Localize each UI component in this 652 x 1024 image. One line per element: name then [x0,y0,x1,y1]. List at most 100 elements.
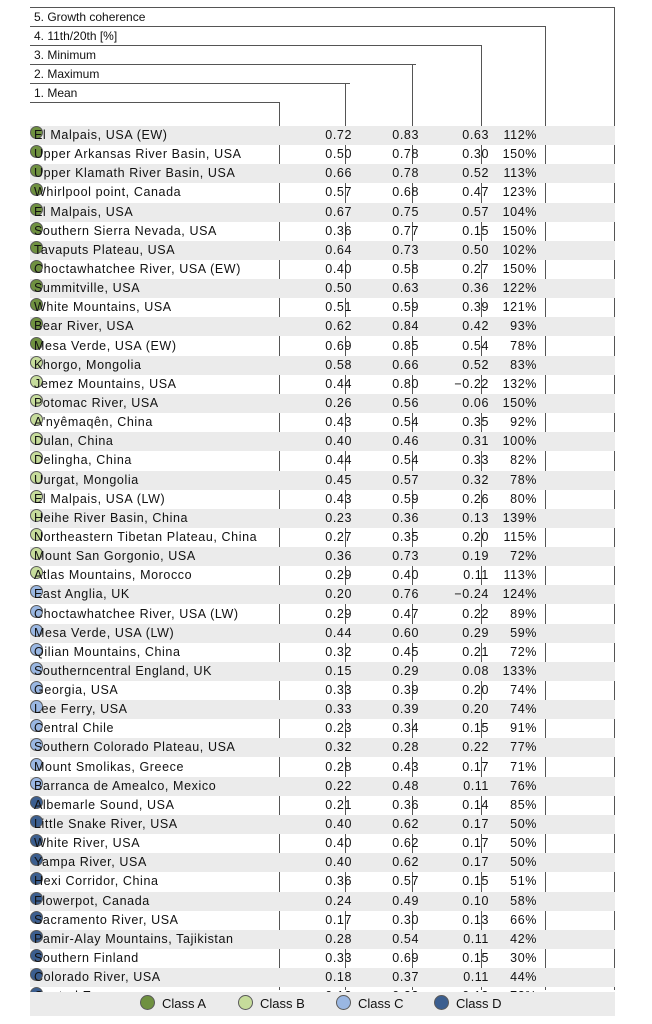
mean-value: 0.33 [325,951,352,966]
site-name: A'nyêmaqên, China [34,415,153,430]
mean-value: 0.69 [325,338,352,353]
mean-value: 0.44 [325,625,352,640]
class-dot-icon [30,393,43,407]
min-value: 0.15 [462,874,489,889]
min-value: 0.17 [462,759,489,774]
table-row: Flowerpot, Canada 0.24 0.49 0.10 58% [30,891,615,911]
mean-value: 0.64 [325,242,352,257]
header-label-4: 4. 11th/20th [%] [34,29,118,43]
max-value: 0.66 [392,357,419,372]
legend-dot-icon [336,995,351,1010]
percent-value: 122% [502,281,537,296]
column-line-percent-right [545,26,546,990]
table-row: Bear River, USA 0.62 0.84 0.42 93% [30,317,615,337]
class-dot-icon [30,910,43,924]
table-row: Choctawhatchee River, USA (LW) 0.29 0.47 0.… [30,604,615,624]
table-row: Mount Smolikas, Greece 0.28 0.43 0.17 71% [30,757,615,777]
min-value: 0.11 [463,568,489,583]
min-value: 0.32 [462,472,489,487]
table-row: Central Chile 0.23 0.34 0.15 91% [30,719,615,738]
mean-value: 0.50 [325,281,352,296]
max-value: 0.40 [392,568,419,583]
site-name: Jemez Mountains, USA [34,376,177,391]
min-value: 0.20 [462,702,489,717]
table-row: Uurgat, Mongolia 0.45 0.57 0.32 78% [30,470,615,490]
max-value: 0.73 [392,242,419,257]
mean-value: 0.32 [325,644,352,659]
mean-value: 0.29 [325,568,352,583]
site-name: Atlas Mountains, Morocco [34,568,193,583]
class-dot-icon [30,834,43,848]
mean-value: 0.32 [325,740,352,755]
max-value: 0.76 [392,587,419,602]
class-dot-icon [30,279,43,293]
class-dot-icon [30,776,43,790]
percent-value: 30% [510,951,537,966]
class-dot-icon [30,853,43,867]
max-value: 0.59 [392,491,419,506]
legend-label: Class C [358,996,404,1011]
max-value: 0.58 [392,261,419,276]
site-name: Central Chile [34,721,115,736]
class-dot-icon [30,719,43,733]
percent-value: 72% [510,644,537,659]
mean-value: 0.43 [325,415,352,430]
site-name: Mesa Verde, USA (EW) [34,338,177,353]
site-name: Summitville, USA [34,281,141,296]
class-dot-icon [30,757,43,771]
class-dot-icon [30,413,43,427]
legend-label: Class D [456,996,502,1011]
max-value: 0.30 [392,912,419,927]
percent-value: 102% [502,242,537,257]
max-value: 0.80 [392,376,419,391]
min-value: 0.22 [462,606,489,621]
min-value: 0.29 [462,625,489,640]
percent-value: 77% [510,740,537,755]
site-name: Southern Colorado Plateau, USA [34,740,236,755]
mean-value: 0.18 [325,970,352,985]
mean-value: 0.23 [325,510,352,525]
min-value: 0.11 [463,970,489,985]
percent-value: 74% [510,683,537,698]
site-name: Albemarle Sound, USA [34,797,175,812]
site-name: Colorado River, USA [34,970,161,985]
class-dot-icon [30,738,43,752]
header-label-3: 3. Minimum [34,48,97,62]
min-value: 0.52 [462,166,489,181]
site-name: El Malpais, USA [34,204,134,219]
mean-value: 0.51 [325,300,352,315]
site-name: Choctawhatchee River, USA (LW) [34,606,239,621]
mean-value: 0.40 [325,836,352,851]
table-row: Potomac River, USA 0.26 0.56 0.06 150% [30,393,615,413]
max-value: 0.84 [392,319,419,334]
mean-value: 0.26 [325,395,352,410]
percent-value: 82% [510,453,537,468]
mean-value: 0.29 [325,606,352,621]
min-value: 0.15 [462,223,489,238]
percent-value: 83% [510,357,537,372]
header-maximum: 2. Maximum [30,64,416,83]
site-name: Flowerpot, Canada [34,893,150,908]
class-dot-icon [30,489,43,503]
max-value: 0.54 [392,453,419,468]
table-row: Colorado River, USA 0.18 0.37 0.11 44% [30,968,615,988]
site-name: Pamir-Alay Mountains, Tajikistan [34,931,234,946]
max-value: 0.68 [392,185,419,200]
percent-value: 150% [502,223,537,238]
percent-value: 42% [510,931,537,946]
class-dot-icon [30,470,43,484]
max-value: 0.69 [392,951,419,966]
min-value: 0.63 [462,128,489,142]
mean-value: 0.40 [325,855,352,870]
percent-value: 133% [502,663,537,678]
header-label-5: 5. Growth coherence [34,10,146,24]
class-dot-icon [30,221,43,235]
table-row: Albemarle Sound, USA 0.21 0.36 0.14 85% [30,795,615,815]
max-value: 0.59 [392,300,419,315]
percent-value: 44% [510,970,537,985]
percent-value: 139% [502,510,537,525]
legend-dot-icon [140,995,155,1010]
min-value: 0.15 [462,951,489,966]
table-row: Upper Arkansas River Basin, USA 0.50 0.78 0… [30,145,615,164]
min-value: 0.14 [462,797,489,812]
